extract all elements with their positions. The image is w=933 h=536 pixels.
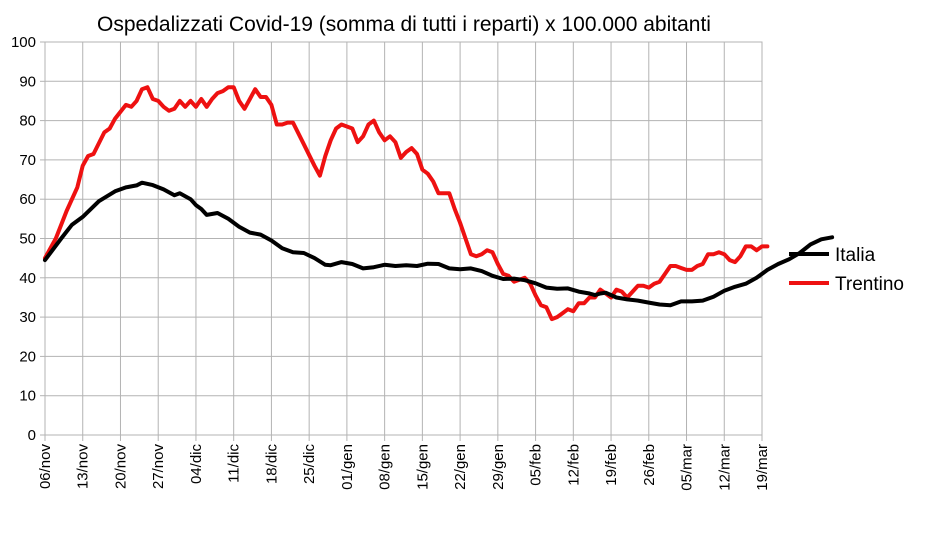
x-tick-label: 18/dic <box>263 444 280 485</box>
y-tick-labels: 0 10 20 30 40 50 60 70 80 90 100 <box>11 34 36 444</box>
x-tick-label: 15/gen <box>414 444 431 490</box>
x-tick-label: 12/feb <box>565 444 582 486</box>
x-tick-label: 01/gen <box>339 444 356 490</box>
x-tick-label: 19/feb <box>603 444 620 486</box>
y-tick-label: 50 <box>19 231 36 248</box>
plot-area-border <box>44 41 763 436</box>
x-tick-label: 27/nov <box>150 444 167 490</box>
series-line-italia <box>43 180 835 308</box>
y-tick-label: 30 <box>19 309 36 326</box>
legend-label-italia: Italia <box>835 245 876 266</box>
x-tick-label: 29/gen <box>490 444 507 490</box>
axes <box>40 41 763 441</box>
y-tick-label: 80 <box>19 113 36 130</box>
x-tick-label: 12/mar <box>716 444 733 491</box>
x-tick-label: 04/dic <box>188 444 205 485</box>
y-tick-label: 70 <box>19 152 36 169</box>
x-tick-label: 20/nov <box>112 444 129 490</box>
chart-title: Ospedalizzati Covid-19 (somma di tutti i… <box>97 13 711 36</box>
y-tick-label: 20 <box>19 348 36 365</box>
y-tick-label: 60 <box>19 191 36 208</box>
y-tick-label: 40 <box>19 270 36 287</box>
y-tick-label: 10 <box>19 388 36 405</box>
x-tick-label: 06/nov <box>37 444 54 490</box>
series-line-trentino <box>43 85 770 322</box>
series-lines <box>43 85 835 322</box>
legend: Italia Trentino <box>789 245 904 295</box>
x-tick-label: 08/gen <box>377 444 394 490</box>
y-tick-label: 90 <box>19 73 36 90</box>
x-tick-label: 22/gen <box>452 444 469 490</box>
x-tick-label: 26/feb <box>641 444 658 486</box>
x-tick-labels: 06/nov 13/nov 20/nov 27/nov 04/dic 11/dic 18/d… <box>37 444 771 491</box>
x-tick-label: 05/mar <box>679 444 696 491</box>
x-tick-label: 11/dic <box>226 444 243 483</box>
y-tick-label: 0 <box>28 427 36 444</box>
x-tick-label: 05/feb <box>528 444 545 486</box>
x-tick-label: 13/nov <box>75 444 92 490</box>
y-tick-label: 100 <box>11 34 36 51</box>
x-tick-label: 25/dic <box>301 444 318 485</box>
legend-label-trentino: Trentino <box>835 274 904 295</box>
x-tick-label: 19/mar <box>754 444 771 491</box>
